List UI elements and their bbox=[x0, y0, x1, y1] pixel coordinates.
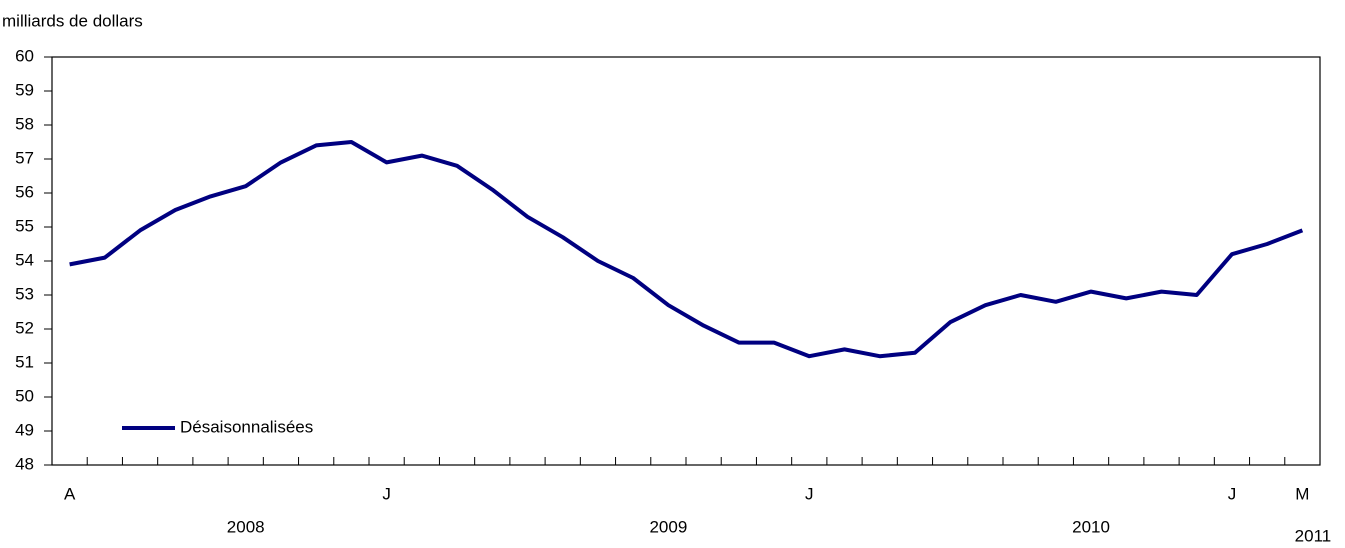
year-label: 2008 bbox=[227, 517, 265, 536]
y-tick-label: 52 bbox=[15, 318, 34, 337]
y-tick-label: 56 bbox=[15, 182, 34, 201]
data-line bbox=[69, 140, 1304, 359]
y-tick-label: 50 bbox=[15, 386, 34, 405]
y-tick-label: 58 bbox=[15, 114, 34, 133]
x-tick-label: J bbox=[382, 484, 391, 503]
y-tick-label: 54 bbox=[15, 250, 34, 269]
y-tick-label: 55 bbox=[15, 216, 34, 235]
x-tick-label: J bbox=[805, 484, 814, 503]
legend-label: Désaisonnalisées bbox=[180, 417, 313, 436]
y-axis-label: milliards de dollars bbox=[2, 11, 143, 30]
x-tick-label: M bbox=[1295, 484, 1309, 503]
y-tick-label: 51 bbox=[15, 352, 34, 371]
y-tick-label: 48 bbox=[15, 454, 34, 473]
year-label: 2011 bbox=[1295, 526, 1332, 545]
x-tick-label: A bbox=[64, 484, 76, 503]
x-tick-label: J bbox=[1228, 484, 1237, 503]
y-tick-label: 57 bbox=[15, 148, 34, 167]
year-label: 2010 bbox=[1072, 517, 1110, 536]
y-tick-label: 53 bbox=[15, 284, 34, 303]
year-label: 2009 bbox=[649, 517, 687, 536]
plot-frame bbox=[51, 56, 1321, 466]
y-tick-label: 60 bbox=[15, 46, 34, 65]
y-tick-label: 59 bbox=[15, 80, 34, 99]
y-tick-label: 49 bbox=[15, 420, 34, 439]
